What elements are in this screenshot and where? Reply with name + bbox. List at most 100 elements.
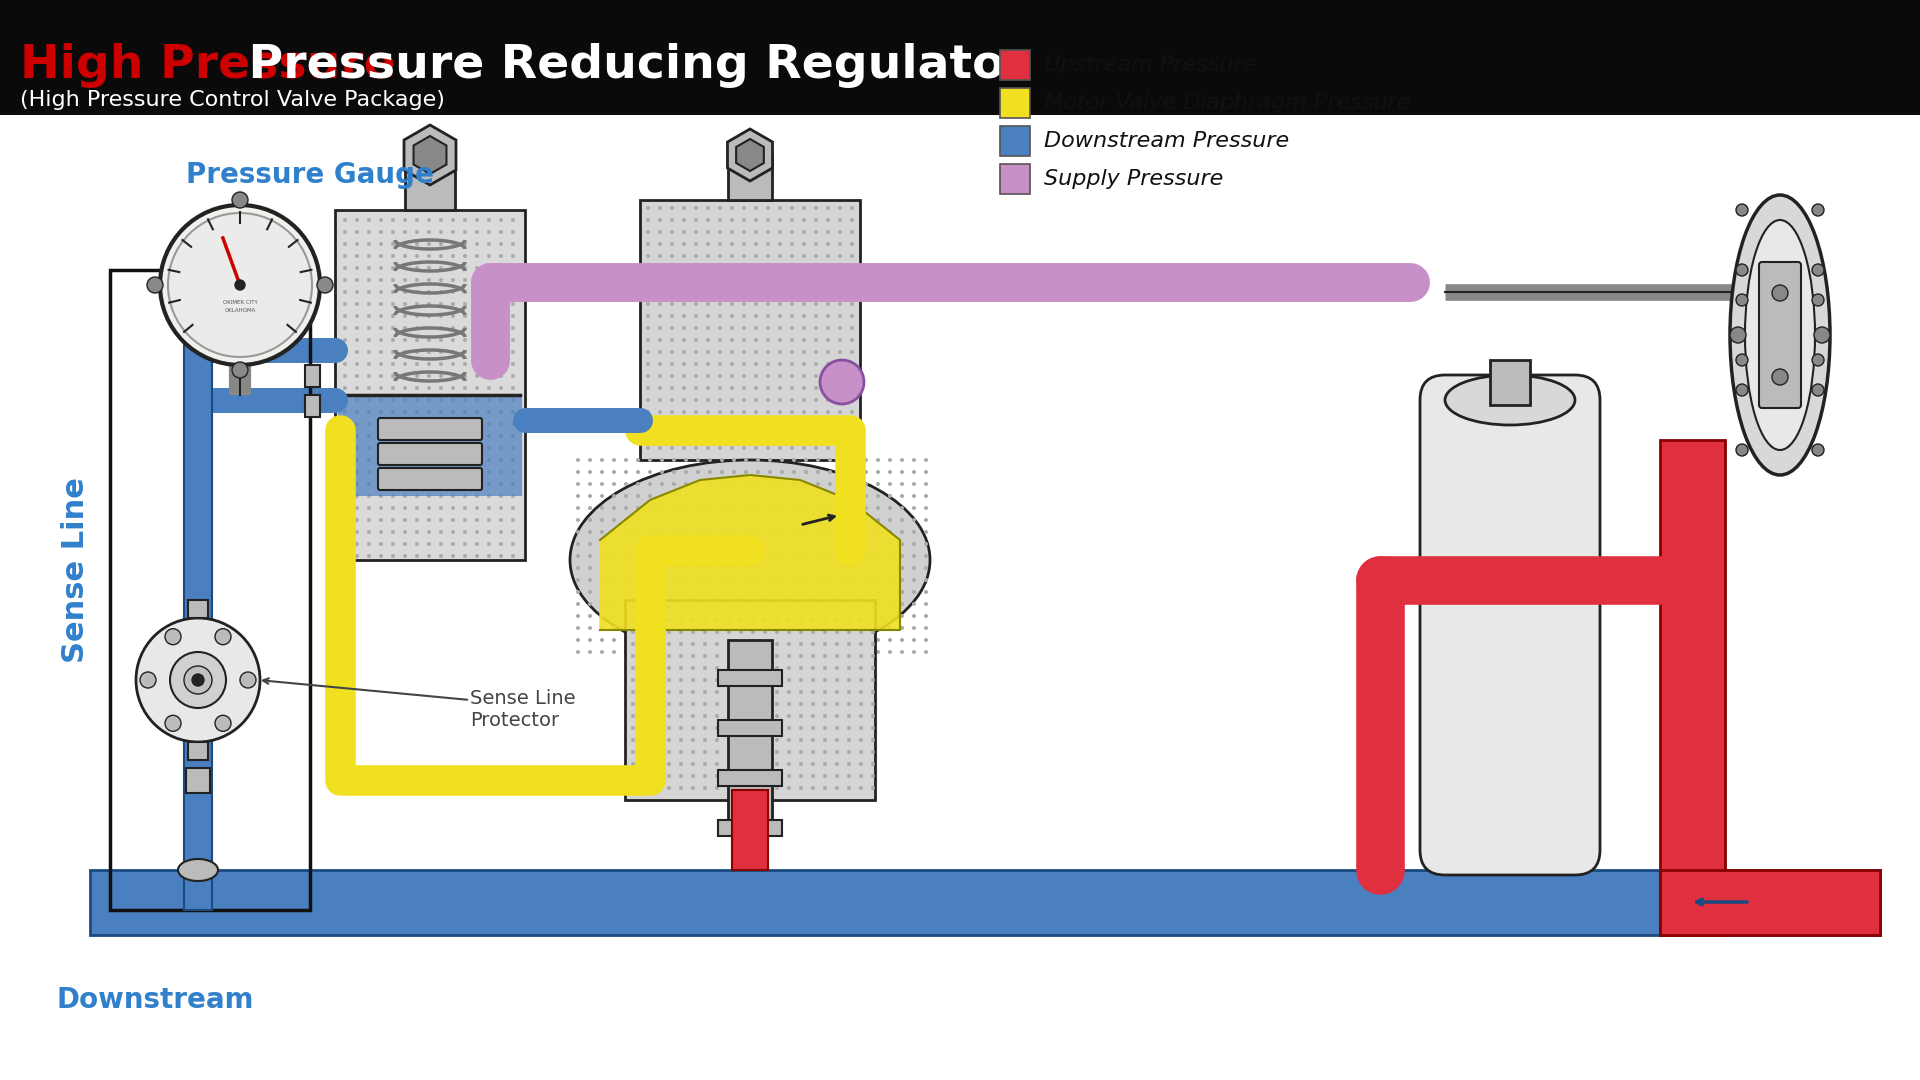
- Circle shape: [232, 362, 248, 378]
- Circle shape: [851, 206, 854, 210]
- Circle shape: [766, 422, 770, 426]
- Circle shape: [344, 542, 348, 546]
- Circle shape: [824, 690, 828, 694]
- Circle shape: [378, 266, 382, 270]
- Circle shape: [826, 302, 829, 306]
- Circle shape: [858, 762, 862, 766]
- Circle shape: [847, 774, 851, 778]
- Circle shape: [816, 507, 820, 510]
- Circle shape: [666, 606, 670, 610]
- Circle shape: [680, 738, 684, 742]
- Circle shape: [643, 702, 647, 706]
- Circle shape: [695, 650, 701, 654]
- Circle shape: [463, 410, 467, 414]
- Circle shape: [670, 350, 674, 354]
- Circle shape: [741, 362, 747, 366]
- Circle shape: [755, 374, 758, 378]
- Circle shape: [816, 482, 820, 486]
- Circle shape: [426, 446, 430, 450]
- Circle shape: [826, 399, 829, 402]
- Circle shape: [1736, 354, 1747, 366]
- Circle shape: [440, 542, 444, 546]
- Circle shape: [703, 702, 707, 706]
- Circle shape: [463, 446, 467, 450]
- Circle shape: [804, 626, 808, 630]
- Circle shape: [707, 350, 710, 354]
- Circle shape: [684, 590, 687, 594]
- Circle shape: [841, 542, 845, 546]
- Circle shape: [344, 386, 348, 390]
- Circle shape: [799, 702, 803, 706]
- Circle shape: [703, 738, 707, 742]
- Circle shape: [762, 666, 766, 670]
- Circle shape: [415, 470, 419, 474]
- Circle shape: [367, 374, 371, 378]
- Circle shape: [367, 350, 371, 354]
- Circle shape: [451, 278, 455, 282]
- Circle shape: [576, 518, 580, 522]
- Circle shape: [745, 518, 749, 522]
- Circle shape: [876, 494, 879, 498]
- Circle shape: [799, 642, 803, 646]
- Circle shape: [624, 458, 628, 462]
- Circle shape: [344, 446, 348, 450]
- Circle shape: [378, 314, 382, 318]
- Circle shape: [511, 242, 515, 246]
- Circle shape: [730, 434, 733, 438]
- Circle shape: [488, 446, 492, 450]
- Circle shape: [778, 446, 781, 450]
- Circle shape: [672, 482, 676, 486]
- Circle shape: [804, 494, 808, 498]
- Circle shape: [837, 434, 843, 438]
- Circle shape: [392, 266, 396, 270]
- Circle shape: [876, 458, 879, 462]
- Circle shape: [803, 314, 806, 318]
- Circle shape: [756, 638, 760, 642]
- Circle shape: [660, 507, 664, 510]
- Circle shape: [814, 399, 818, 402]
- Circle shape: [872, 786, 876, 789]
- Circle shape: [378, 338, 382, 342]
- Circle shape: [588, 615, 591, 618]
- Circle shape: [463, 399, 467, 402]
- Circle shape: [463, 434, 467, 438]
- Circle shape: [659, 242, 662, 246]
- Circle shape: [655, 630, 659, 634]
- Circle shape: [756, 602, 760, 606]
- Circle shape: [165, 629, 180, 645]
- Circle shape: [378, 230, 382, 234]
- Circle shape: [670, 314, 674, 318]
- Circle shape: [463, 278, 467, 282]
- Circle shape: [837, 266, 843, 270]
- Circle shape: [799, 714, 803, 718]
- Circle shape: [847, 750, 851, 754]
- Circle shape: [739, 654, 743, 658]
- Circle shape: [612, 494, 616, 498]
- Circle shape: [624, 482, 628, 486]
- Circle shape: [768, 578, 772, 582]
- Circle shape: [463, 530, 467, 534]
- Circle shape: [588, 554, 591, 558]
- FancyBboxPatch shape: [718, 670, 781, 686]
- Circle shape: [778, 362, 781, 366]
- Circle shape: [1736, 294, 1747, 306]
- Circle shape: [876, 578, 879, 582]
- Circle shape: [837, 350, 843, 354]
- Circle shape: [643, 666, 647, 670]
- Circle shape: [766, 266, 770, 270]
- Circle shape: [463, 470, 467, 474]
- Circle shape: [887, 494, 893, 498]
- Circle shape: [787, 750, 791, 754]
- Circle shape: [344, 254, 348, 258]
- Circle shape: [474, 446, 478, 450]
- Circle shape: [887, 578, 893, 582]
- Circle shape: [762, 630, 766, 634]
- Circle shape: [799, 618, 803, 622]
- Circle shape: [741, 291, 747, 294]
- Circle shape: [787, 654, 791, 658]
- Circle shape: [392, 470, 396, 474]
- Circle shape: [872, 666, 876, 670]
- Circle shape: [415, 230, 419, 234]
- FancyBboxPatch shape: [186, 768, 209, 793]
- Circle shape: [632, 702, 636, 706]
